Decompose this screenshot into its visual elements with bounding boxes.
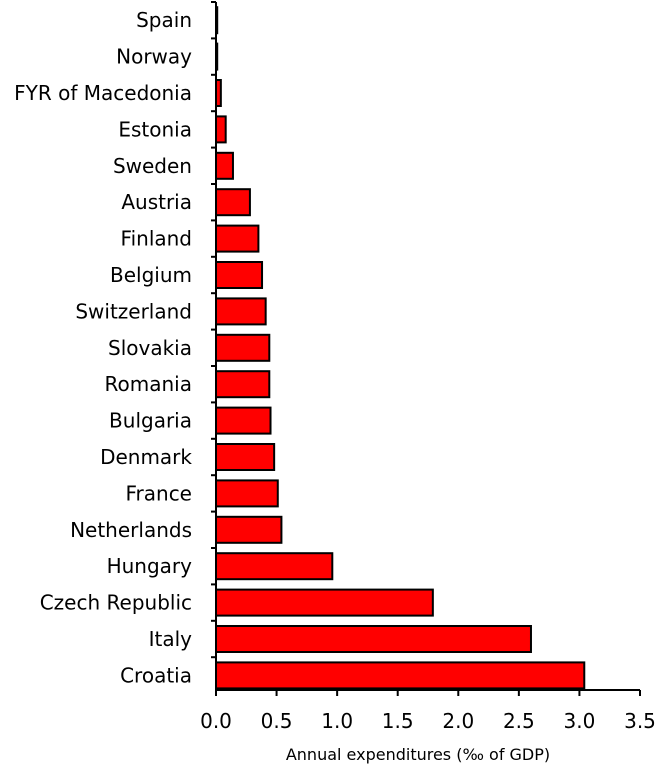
x-tick-label: 3.5 [624,709,656,733]
category-label: Sweden [113,154,192,178]
bar [215,333,271,362]
x-tick-label: 1.0 [321,709,353,733]
x-tick-label: 0.0 [200,709,232,733]
bar [215,661,586,690]
bar [215,370,271,399]
category-label: Netherlands [70,518,192,542]
bars [215,6,586,690]
category-label: FYR of Macedonia [14,81,192,105]
category-label: Hungary [107,554,193,578]
category-label: Italy [149,627,193,651]
x-axis-title: Annual expenditures (‰ of GDP) [286,745,550,764]
bar [215,479,279,508]
category-label: Slovakia [108,336,192,360]
bar [215,443,276,471]
category-label: France [125,481,192,505]
category-label: Estonia [118,117,192,141]
bar [215,552,334,581]
category-label: Belgium [110,263,192,287]
x-tick-label: 0.5 [261,709,293,733]
bar [215,224,260,253]
x-tick-label: 2.0 [442,709,474,733]
bar [215,115,227,144]
bar [215,261,264,289]
x-ticks: 0.0 0.5 1.0 1.5 2.0 2.5 3.0 3.5 [200,690,656,733]
category-labels: Spain Norway FYR of Macedonia Estonia Sweden… [14,8,192,687]
bar [215,151,234,180]
bar [215,188,251,217]
category-label: Norway [116,45,192,69]
bar [215,297,267,326]
category-label: Croatia [120,663,192,687]
bar [215,588,434,617]
x-tick-label: 3.0 [564,709,596,733]
category-label: Finland [121,227,192,251]
axes [211,1,640,691]
category-label: Spain [136,8,192,32]
category-label: Denmark [100,445,192,469]
category-label: Romania [105,372,192,396]
bar [215,515,283,544]
bar [215,406,272,435]
category-label: Czech Republic [40,591,192,615]
category-label: Switzerland [75,299,192,323]
category-label: Austria [121,190,192,214]
x-tick-label: 2.5 [503,709,535,733]
bar [215,625,532,653]
x-tick-label: 1.5 [382,709,414,733]
category-label: Bulgaria [109,409,192,433]
